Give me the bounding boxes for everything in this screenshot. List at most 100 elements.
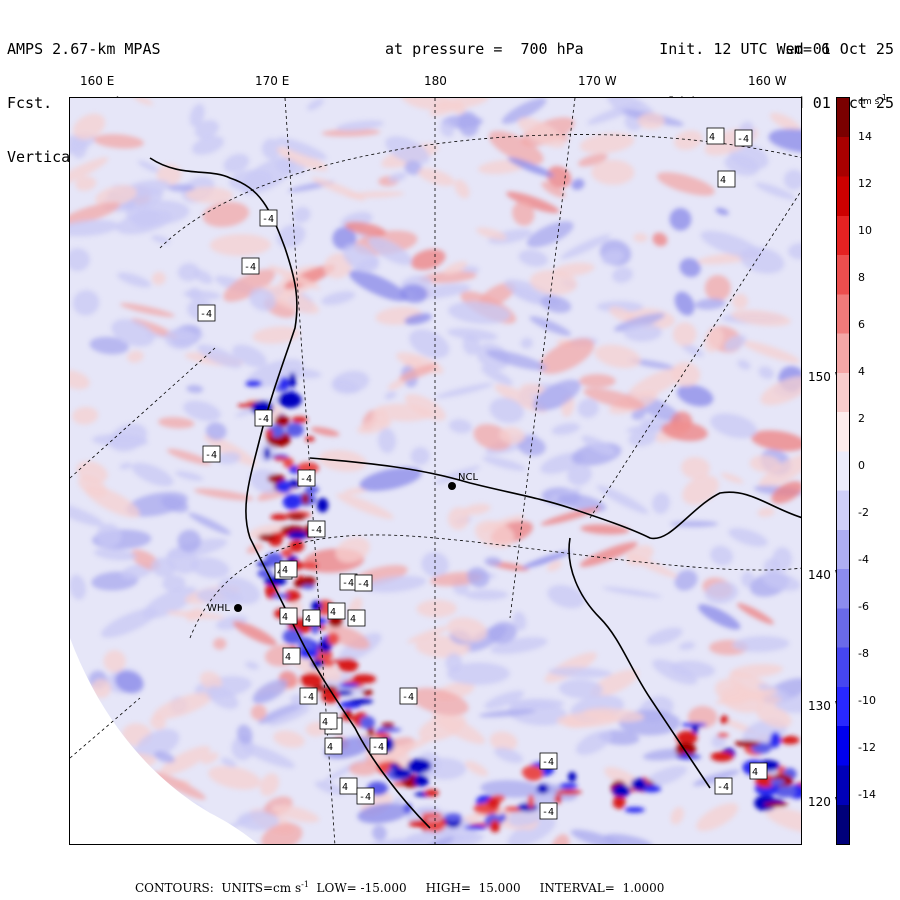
contour-label-box bbox=[369, 737, 388, 755]
field-patch bbox=[70, 370, 90, 390]
colorbar-tick: 4 bbox=[858, 365, 865, 378]
field-patch bbox=[583, 387, 645, 410]
field-patch bbox=[137, 160, 161, 173]
field-core bbox=[489, 819, 501, 833]
field-patch bbox=[209, 233, 272, 256]
contour-label-text: 4 bbox=[305, 614, 311, 625]
field-patch bbox=[541, 181, 566, 198]
field-patch bbox=[567, 463, 592, 486]
field-patch bbox=[445, 653, 463, 673]
contour-label-text: -4 bbox=[342, 578, 354, 589]
field-patch bbox=[704, 327, 724, 353]
field-patch bbox=[368, 837, 427, 844]
field-core bbox=[287, 513, 307, 520]
field-patch bbox=[114, 670, 144, 694]
field-patch bbox=[540, 507, 601, 526]
field-patch bbox=[575, 730, 612, 755]
colorbar-tick: -12 bbox=[858, 741, 876, 754]
field-patch bbox=[484, 690, 525, 710]
contour-label-text: -4 bbox=[257, 414, 269, 425]
field-core bbox=[770, 731, 781, 748]
field-patch bbox=[75, 176, 97, 191]
field-patch bbox=[755, 182, 796, 200]
field-patch bbox=[78, 475, 108, 498]
field-core bbox=[720, 715, 729, 725]
field-patch bbox=[398, 363, 438, 381]
field-patch bbox=[628, 429, 657, 447]
field-core bbox=[675, 742, 697, 757]
contour-label-box bbox=[734, 129, 753, 147]
field-patch bbox=[187, 287, 202, 301]
field-patch bbox=[447, 328, 498, 341]
field-patch bbox=[512, 201, 535, 226]
field-core bbox=[321, 688, 340, 704]
field-patch bbox=[596, 485, 649, 514]
field-patch bbox=[465, 589, 509, 601]
field-patch bbox=[206, 685, 239, 709]
field-patch bbox=[177, 263, 200, 282]
field-core bbox=[271, 593, 290, 599]
field-patch bbox=[613, 313, 665, 332]
field-core bbox=[764, 802, 789, 807]
contour-label-text: -4 bbox=[200, 309, 212, 320]
field-patch bbox=[458, 111, 479, 137]
field-patch bbox=[327, 625, 370, 650]
field-patch bbox=[70, 248, 90, 272]
field-core bbox=[630, 777, 647, 791]
field-patch bbox=[570, 829, 622, 844]
field-core bbox=[421, 812, 443, 819]
field-patch bbox=[385, 136, 430, 165]
field-patch bbox=[190, 557, 230, 579]
smoothing-value: sm= 6 bbox=[785, 40, 831, 58]
field-core bbox=[312, 685, 338, 692]
field-patch bbox=[694, 298, 726, 310]
field-patch bbox=[520, 337, 533, 349]
field-patch bbox=[404, 394, 446, 421]
field-core bbox=[389, 763, 400, 770]
field-patch bbox=[465, 760, 488, 777]
field-patch bbox=[249, 287, 276, 312]
field-patch bbox=[704, 275, 731, 301]
field-patch bbox=[216, 451, 241, 465]
field-patch bbox=[259, 773, 280, 797]
field-patch bbox=[197, 344, 242, 368]
field-patch bbox=[378, 428, 396, 454]
field-patch bbox=[72, 406, 99, 425]
field-core bbox=[769, 779, 785, 785]
field-core bbox=[559, 782, 578, 789]
field-core bbox=[734, 740, 760, 747]
field-patch bbox=[421, 551, 449, 578]
contour-label-box bbox=[706, 127, 725, 145]
field-patch bbox=[193, 269, 213, 284]
field-patch bbox=[132, 208, 159, 229]
field-patch bbox=[158, 417, 195, 429]
field-core bbox=[413, 775, 429, 787]
field-core bbox=[521, 765, 544, 779]
field-core bbox=[486, 797, 500, 809]
field-core bbox=[373, 732, 391, 739]
field-patch bbox=[448, 419, 472, 434]
field-patch bbox=[489, 397, 524, 424]
field-patch bbox=[434, 465, 481, 484]
field-patch bbox=[601, 250, 624, 265]
field-patch bbox=[482, 456, 526, 471]
field-patch bbox=[177, 529, 202, 553]
contour-label-text: 4 bbox=[285, 652, 291, 663]
model-name: AMPS 2.67-km MPAS bbox=[7, 40, 161, 58]
field-patch bbox=[732, 293, 748, 310]
field-core bbox=[302, 576, 316, 585]
field-patch bbox=[751, 430, 801, 452]
field-core bbox=[301, 561, 319, 570]
field-patch bbox=[273, 730, 305, 748]
field-core bbox=[528, 794, 535, 809]
field-patch bbox=[401, 98, 451, 110]
field-core bbox=[568, 771, 577, 782]
field-patch bbox=[571, 178, 585, 190]
field-patch bbox=[426, 836, 455, 844]
field-patch bbox=[349, 270, 408, 302]
field-patch bbox=[462, 503, 491, 515]
contour-label-text: -4 bbox=[205, 450, 217, 461]
contour-label-text: 4 bbox=[720, 175, 726, 186]
field-patch bbox=[131, 318, 178, 339]
field-patch bbox=[546, 166, 572, 188]
